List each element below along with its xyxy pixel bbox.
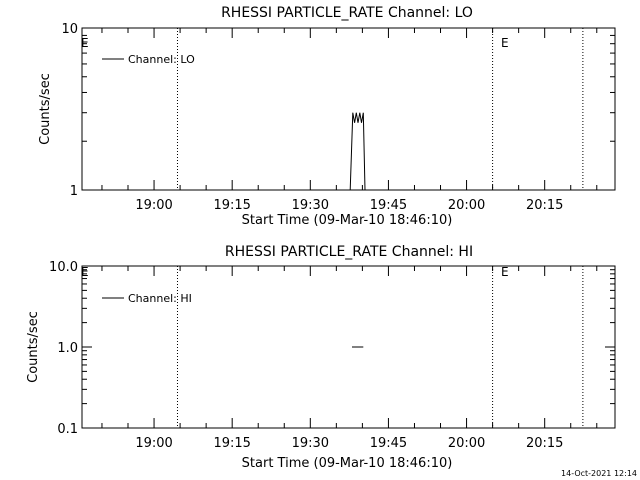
y-axis-label: Counts/sec [38, 73, 53, 145]
x-tick-label: 20:00 [448, 198, 485, 213]
flag-label: E [81, 265, 89, 279]
y-tick-label: 10 [61, 22, 78, 37]
y-tick-label: 1.0 [57, 341, 78, 356]
legend-label: Channel: LO [128, 53, 195, 66]
x-tick-label: 19:30 [292, 198, 329, 213]
plot-frame [81, 27, 616, 191]
x-tick-label: 19:00 [135, 198, 172, 213]
timestamp: 14-Oct-2021 12:14 [561, 469, 637, 478]
flag-label: E [81, 36, 89, 50]
y-tick-label: 1 [70, 184, 78, 199]
x-tick-label: 19:45 [370, 198, 407, 213]
x-axis-label: Start Time (09-Mar-10 18:46:10) [242, 213, 453, 228]
x-tick-label: 20:15 [526, 198, 563, 213]
chart-panel-lo: RHESSI PARTICLE_RATE Channel: LO Counts/… [38, 5, 616, 228]
x-tick-label: 19:15 [213, 436, 250, 451]
x-tick-label: 19:30 [292, 436, 329, 451]
x-tick-label: 19:15 [213, 198, 250, 213]
x-tick-label: 20:15 [526, 436, 563, 451]
flag-label: E [501, 265, 509, 279]
flag-label: E [501, 36, 509, 50]
series-line [349, 112, 366, 191]
chart-title: RHESSI PARTICLE_RATE Channel: HI [225, 244, 473, 260]
legend-label: Channel: HI [128, 292, 192, 305]
y-tick-label: 0.1 [57, 422, 78, 437]
chart-title: RHESSI PARTICLE_RATE Channel: LO [221, 5, 473, 21]
x-axis-label: Start Time (09-Mar-10 18:46:10) [242, 456, 453, 471]
x-tick-label: 20:00 [448, 436, 485, 451]
y-axis-label: Counts/sec [26, 311, 41, 383]
chart-panel-hi: RHESSI PARTICLE_RATE Channel: HI Counts/… [26, 244, 616, 471]
x-tick-label: 19:00 [135, 436, 172, 451]
x-tick-label: 19:45 [370, 436, 407, 451]
plot-frame [81, 265, 616, 429]
y-tick-label: 10.0 [49, 260, 78, 275]
